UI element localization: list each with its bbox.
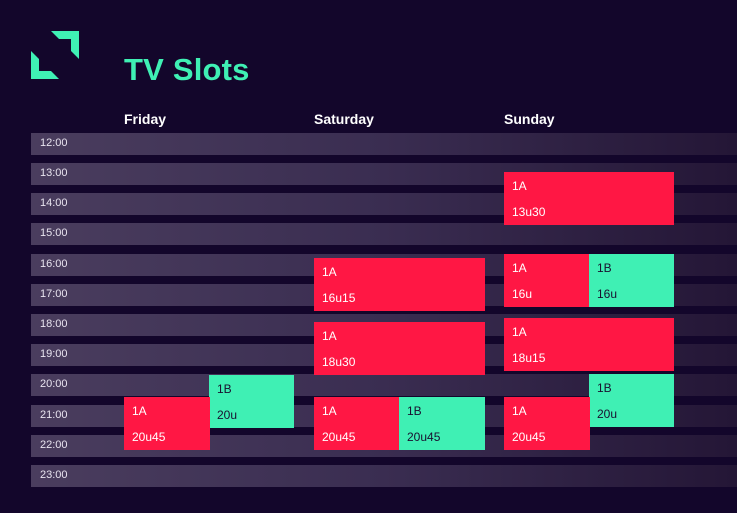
time-label: 18:00 xyxy=(40,318,68,330)
slot-sunday-1a-13u30[interactable]: 1A 13u30 xyxy=(504,172,674,225)
slot-channel: 1A xyxy=(132,404,147,418)
slot-channel: 1A xyxy=(322,404,337,418)
slot-friday-1a-20u45[interactable]: 1A 20u45 xyxy=(124,397,210,450)
slot-channel: 1B xyxy=(597,261,612,275)
slot-time: 18u15 xyxy=(512,351,546,365)
time-label: 14:00 xyxy=(40,197,68,209)
slot-time: 20u45 xyxy=(407,430,441,444)
time-label: 22:00 xyxy=(40,439,68,451)
slot-sunday-1a-18u15[interactable]: 1A 18u15 xyxy=(504,318,674,371)
time-label: 17:00 xyxy=(40,288,68,300)
slot-time: 20u45 xyxy=(512,430,546,444)
slot-saturday-1a-18u30[interactable]: 1A 18u30 xyxy=(314,322,485,375)
day-header-saturday: Saturday xyxy=(314,111,374,127)
slot-channel: 1A xyxy=(512,325,527,339)
slot-sunday-1b-20u[interactable]: 1B 20u xyxy=(589,374,674,427)
slot-time: 13u30 xyxy=(512,205,546,219)
slot-time: 20u xyxy=(217,408,238,422)
slot-time: 18u30 xyxy=(322,355,356,369)
time-label: 21:00 xyxy=(40,409,68,421)
slot-time: 20u45 xyxy=(132,430,166,444)
slot-sunday-1b-16u[interactable]: 1B 16u xyxy=(589,254,674,307)
time-row: 12:00 xyxy=(31,133,737,155)
time-row: 15:00 xyxy=(31,223,737,245)
slot-friday-1b-20u[interactable]: 1B 20u xyxy=(209,375,294,428)
slot-channel: 1A xyxy=(512,179,527,193)
slot-channel: 1B xyxy=(217,382,232,396)
slot-time: 16u15 xyxy=(322,291,356,305)
slot-time: 16u xyxy=(597,287,618,301)
slot-time: 20u xyxy=(597,407,618,421)
slot-saturday-1a-20u45[interactable]: 1A 20u45 xyxy=(314,397,400,450)
time-label: 13:00 xyxy=(40,167,68,179)
slot-sunday-1a-20u45[interactable]: 1A 20u45 xyxy=(504,397,590,450)
slot-channel: 1B xyxy=(597,381,612,395)
time-row: 23:00 xyxy=(31,465,737,487)
slot-channel: 1A xyxy=(322,329,337,343)
slot-time: 16u xyxy=(512,287,533,301)
day-header-sunday: Sunday xyxy=(504,111,555,127)
slot-sunday-1a-16u[interactable]: 1A 16u xyxy=(504,254,590,307)
slot-saturday-1b-20u45[interactable]: 1B 20u45 xyxy=(399,397,485,450)
time-label: 20:00 xyxy=(40,378,68,390)
time-label: 12:00 xyxy=(40,137,68,149)
slot-channel: 1B xyxy=(407,404,422,418)
logo-icon xyxy=(31,31,79,79)
time-label: 16:00 xyxy=(40,258,68,270)
slot-channel: 1A xyxy=(322,265,337,279)
time-label: 19:00 xyxy=(40,348,68,360)
time-label: 23:00 xyxy=(40,469,68,481)
time-label: 15:00 xyxy=(40,227,68,239)
time-row: 20:00 xyxy=(31,374,737,396)
day-header-friday: Friday xyxy=(124,111,167,127)
slot-saturday-1a-16u15[interactable]: 1A 16u15 xyxy=(314,258,485,311)
slot-time: 20u45 xyxy=(322,430,356,444)
slot-channel: 1A xyxy=(512,404,527,418)
slot-channel: 1A xyxy=(512,261,527,275)
page-title: TV Slots xyxy=(124,52,250,87)
